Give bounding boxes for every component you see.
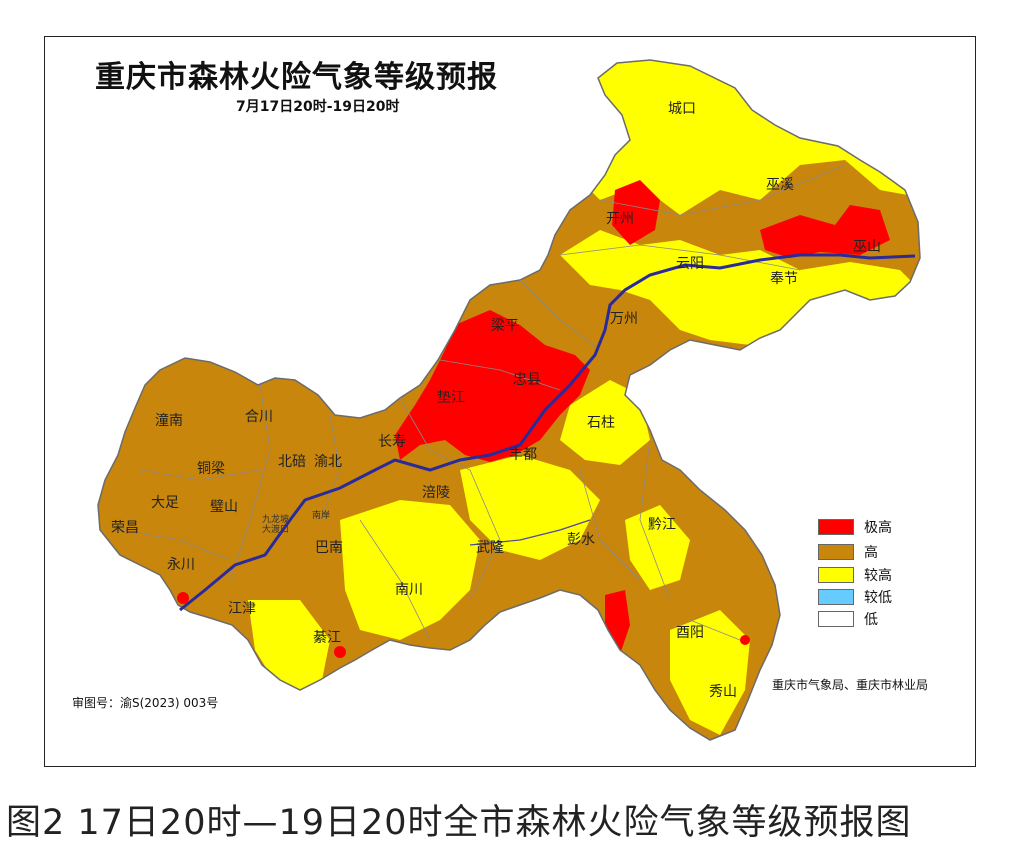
legend-label-low: 低	[864, 612, 878, 628]
zone-very-high-qijiang	[334, 646, 346, 658]
place-chengkou: 城口	[668, 101, 696, 117]
yangtze-river	[179, 253, 916, 612]
place-wulong: 武隆	[476, 540, 504, 556]
legend-item-low: 低	[818, 610, 878, 628]
place-wuxi: 巫溪	[766, 177, 794, 193]
place-liangping: 梁平	[491, 318, 519, 334]
legend-swatch-very-high	[818, 519, 854, 535]
place-banan: 巴南	[315, 540, 343, 556]
risk-zones	[98, 60, 920, 740]
legend-label-high: 高	[864, 545, 878, 561]
place-bishan: 璧山	[210, 498, 238, 515]
place-youyang: 酉阳	[676, 625, 704, 641]
place-rongchang: 荣昌	[111, 520, 139, 536]
zone-higher-northeast	[580, 60, 920, 215]
legend-swatch-high	[818, 544, 854, 560]
place-xiushan: 秀山	[709, 684, 737, 700]
figure-caption: 图2 17日20时—19日20时全市森林火险气象等级预报图	[6, 803, 912, 843]
place-dazu: 大足	[151, 495, 179, 511]
place-jiangjin: 江津	[228, 601, 256, 617]
place-changshou: 长寿	[378, 433, 406, 450]
legend-label-higher: 较高	[864, 568, 892, 584]
place-fuling: 涪陵	[422, 485, 450, 501]
zone-higher-nanchuan	[340, 500, 480, 640]
zone-very-high-wushan	[760, 205, 890, 258]
zone-very-high-kaizhou	[612, 180, 660, 245]
place-dadukou: 大渡口	[262, 523, 289, 535]
central-district-labels: 大渡口 九龙坡 南岸	[262, 509, 330, 535]
place-dianjiang: 垫江	[437, 390, 465, 406]
place-tongliang: 铜梁	[197, 461, 225, 477]
legend-item-lower: 较低	[818, 588, 892, 606]
legend-swatch-lower	[818, 589, 854, 605]
place-yongchuan: 永川	[167, 557, 195, 573]
zone-higher-shizhu	[560, 380, 650, 465]
zone-very-high-yongchuan	[177, 592, 189, 604]
place-pengshui: 彭水	[567, 532, 595, 548]
map-subtitle: 7月17日20时-19日20时	[236, 99, 400, 115]
place-qianjiang: 黔江	[648, 517, 676, 533]
wujiang-river	[469, 519, 591, 546]
zone-higher-fuling-wulong	[460, 455, 600, 560]
zone-higher-qianjiang	[625, 505, 690, 590]
legend-item-high: 高	[818, 543, 878, 561]
legend-item-very-high: 极高	[818, 518, 892, 536]
place-qijiang: 綦江	[313, 630, 341, 646]
place-jiulongpo: 九龙坡	[262, 513, 289, 525]
legend-label-very-high: 极高	[864, 520, 892, 536]
place-tongnan: 潼南	[155, 412, 183, 429]
place-beibei: 北碚	[278, 454, 306, 470]
place-yunyang: 云阳	[676, 256, 704, 272]
zone-higher-east	[560, 230, 920, 345]
zone-higher-xiushan	[670, 610, 750, 735]
issuer-credit: 重庆市气象局、重庆市林业局	[772, 678, 929, 692]
district-boundaries	[119, 164, 846, 641]
zone-very-high-youyang	[740, 635, 750, 645]
map-title: 重庆市森林火险气象等级预报	[95, 60, 498, 95]
place-wushan: 巫山	[853, 239, 881, 255]
place-nanchuan: 南川	[395, 582, 423, 598]
place-nanan: 南岸	[312, 509, 330, 521]
place-fengdu: 丰都	[509, 447, 537, 463]
place-zhongxian: 忠县	[513, 372, 541, 388]
legend-swatch-low	[818, 611, 854, 627]
zone-higher-jiangjin	[248, 600, 330, 690]
zone-very-high-dianjiang-zhongxian	[395, 310, 590, 462]
map-approval-number: 审图号：渝S(2023) 003号	[72, 696, 219, 710]
place-hechuan: 合川	[245, 409, 273, 425]
place-labels: 城口 巫溪 巫山 开州 云阳 奉节 梁平 万州 忠县 垫江 石柱 长寿 丰都 潼…	[111, 101, 881, 700]
place-fengjie: 奉节	[770, 271, 798, 287]
legend-item-higher: 较高	[818, 566, 892, 584]
legend-label-lower: 较低	[864, 590, 892, 606]
place-wanzhou: 万州	[610, 311, 638, 327]
place-kaizhou: 开州	[606, 211, 634, 227]
place-yubei: 渝北	[314, 454, 342, 470]
legend-swatch-higher	[818, 567, 854, 583]
place-shizhu: 石柱	[587, 415, 615, 431]
